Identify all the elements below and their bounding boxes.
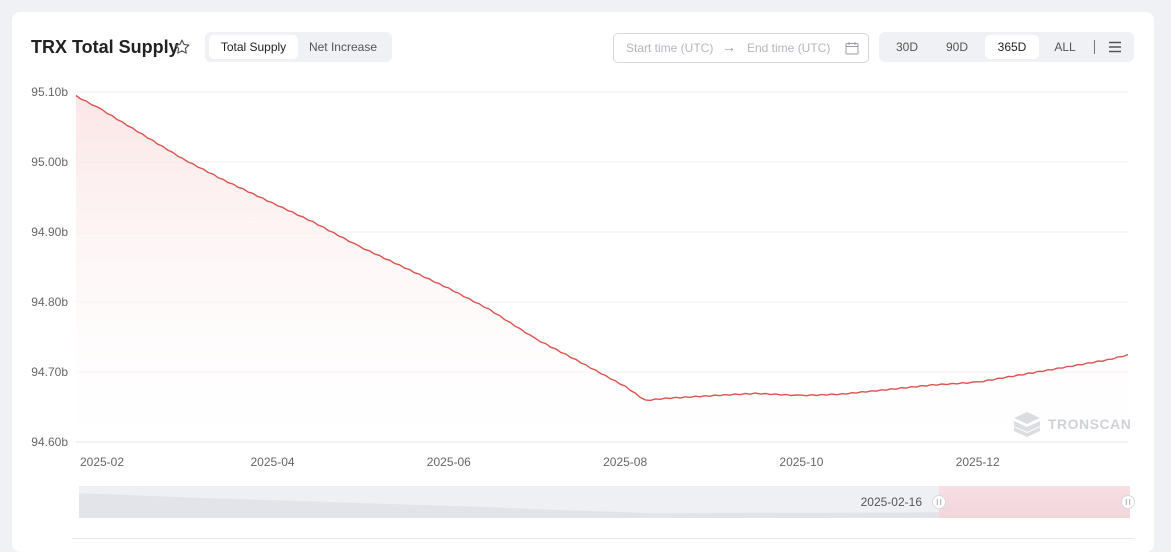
arrow-right-icon: → [722,39,736,55]
period-selector: 30D 90D 365D ALL [879,32,1134,62]
hamburger-menu-icon[interactable] [1108,40,1122,54]
series-line[interactable] [75,94,1129,402]
x-tick-label: 2025-06 [427,455,471,469]
watermark-text: TRONSCAN [1048,416,1131,432]
series-area [76,95,1128,442]
calendar-icon[interactable] [845,41,859,55]
y-tick-label: 95.00b [31,155,68,169]
x-tick-label: 2025-04 [251,455,295,469]
divider [72,538,1134,539]
x-tick-label: 2025-10 [779,455,823,469]
period-365d-button[interactable]: 365D [985,35,1039,59]
zoom-selected-window[interactable] [939,486,1130,518]
y-tick-label: 94.70b [31,365,68,379]
metric-tab-group: Total Supply Net Increase [205,32,392,62]
y-tick-label: 94.80b [31,295,68,309]
tab-net-increase[interactable]: Net Increase [308,40,378,54]
tab-total-supply[interactable]: Total Supply [209,35,298,59]
tronscan-logo-icon [1014,412,1040,437]
y-tick-label: 95.10b [31,85,68,99]
period-90d-button[interactable]: 90D [945,40,968,54]
zoom-left-handle[interactable] [932,495,946,509]
x-tick-label: 2025-08 [603,455,647,469]
start-time-input[interactable]: Start time (UTC) [626,41,714,55]
star-outline-icon[interactable] [173,38,191,56]
y-tick-label: 94.60b [31,435,68,449]
zoom-preview-area [79,493,1130,518]
zoom-right-handle[interactable] [1121,495,1135,509]
x-tick-label: 2025-02 [80,455,124,469]
period-30d-button[interactable]: 30D [895,40,918,54]
date-range-picker[interactable]: Start time (UTC) → End time (UTC) [613,33,869,63]
zoom-start-label: 2025-02-16 [861,495,923,509]
period-all-button[interactable]: ALL [1054,40,1076,54]
end-time-input[interactable]: End time (UTC) [747,41,831,55]
y-tick-label: 94.90b [31,225,68,239]
page-title: TRX Total Supply [31,37,179,57]
divider [1094,40,1095,54]
x-tick-label: 2025-12 [956,455,1000,469]
